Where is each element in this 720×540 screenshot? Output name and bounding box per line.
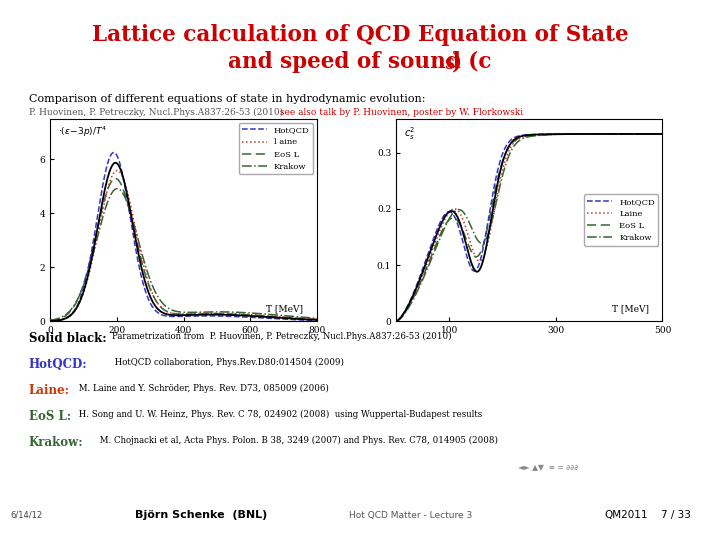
Text: T [MeV]: T [MeV] — [612, 304, 649, 313]
Text: Solid black:: Solid black: — [29, 332, 107, 345]
Text: HotQCD collaboration, Phys.Rev.D80:014504 (2009): HotQCD collaboration, Phys.Rev.D80:01450… — [112, 358, 343, 367]
Text: H. Song and U. W. Heinz, Phys. Rev. C 78, 024902 (2008)  using Wuppertal-Budapes: H. Song and U. W. Heinz, Phys. Rev. C 78… — [76, 410, 482, 419]
Text: 7 / 33: 7 / 33 — [662, 510, 691, 520]
Text: $c_s^2$: $c_s^2$ — [404, 125, 415, 141]
Text: Krakow:: Krakow: — [29, 436, 84, 449]
Text: Lattice calculation of QCD Equation of State: Lattice calculation of QCD Equation of S… — [91, 24, 629, 46]
Text: M. Chojnacki et al, Acta Phys. Polon. B 38, 3249 (2007) and Phys. Rev. C78, 0149: M. Chojnacki et al, Acta Phys. Polon. B … — [97, 436, 498, 445]
Text: P. Huovinen, P. Petreczky, Nucl.Phys.A837:26-53 (2010): P. Huovinen, P. Petreczky, Nucl.Phys.A83… — [29, 108, 283, 117]
Text: M. Laine and Y. Schröder, Phys. Rev. D73, 085009 (2006): M. Laine and Y. Schröder, Phys. Rev. D73… — [76, 384, 328, 393]
Text: EoS L:: EoS L: — [29, 410, 71, 423]
Text: and speed of sound (c: and speed of sound (c — [228, 51, 492, 73]
Text: T [MeV]: T [MeV] — [266, 304, 304, 313]
Text: ◄► ▲▼  ≡ = ∂∂∂: ◄► ▲▼ ≡ = ∂∂∂ — [518, 463, 579, 472]
Legend: HotQCD, Laine, EoS L, Krakow: HotQCD, Laine, EoS L, Krakow — [584, 194, 658, 246]
Text: Hot QCD Matter - Lecture 3: Hot QCD Matter - Lecture 3 — [348, 511, 472, 520]
Text: Parametrization from  P. Huovinen, P. Petreczky, Nucl.Phys.A837:26-53 (2010): Parametrization from P. Huovinen, P. Pet… — [112, 332, 451, 341]
Legend: HotQCD, l aine, EoS L, Krakow: HotQCD, l aine, EoS L, Krakow — [238, 123, 312, 174]
Text: Laine:: Laine: — [29, 384, 70, 397]
Text: Comparison of different equations of state in hydrodynamic evolution:: Comparison of different equations of sta… — [29, 94, 426, 105]
Text: S: S — [444, 58, 454, 72]
Text: see also talk by P. Huovinen, poster by W. Florkowski: see also talk by P. Huovinen, poster by … — [277, 108, 523, 117]
Text: Björn Schenke  (BNL): Björn Schenke (BNL) — [135, 510, 268, 520]
Text: QM2011: QM2011 — [605, 510, 648, 520]
Text: $\cdot(\varepsilon\!-\!3p)/T^4$: $\cdot(\varepsilon\!-\!3p)/T^4$ — [58, 125, 107, 139]
Text: ): ) — [451, 51, 462, 73]
Text: HotQCD:: HotQCD: — [29, 358, 87, 371]
Text: 6/14/12: 6/14/12 — [11, 511, 43, 520]
